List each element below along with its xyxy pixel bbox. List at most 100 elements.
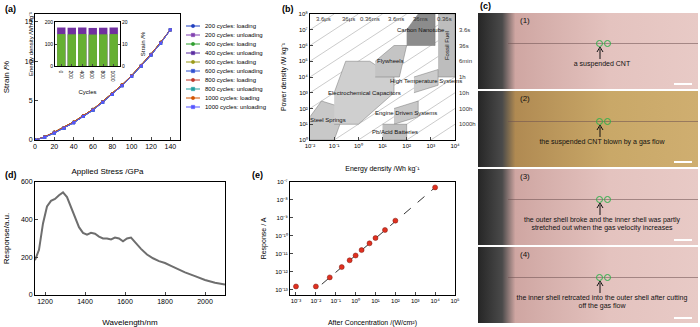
svg-text:10⁰: 10⁰	[354, 142, 363, 149]
svg-text:3.6μs: 3.6μs	[316, 16, 331, 22]
svg-text:Engine Driven Systems: Engine Driven Systems	[375, 110, 437, 116]
svg-text:10⁻¹³: 10⁻¹³	[275, 287, 288, 293]
svg-text:10⁻²: 10⁻²	[311, 298, 322, 304]
svg-text:10⁻¹: 10⁻¹	[330, 298, 341, 304]
svg-text:1h: 1h	[459, 74, 466, 80]
svg-text:140: 140	[164, 143, 176, 150]
svg-text:10³: 10³	[426, 143, 435, 149]
svg-text:36s: 36s	[459, 43, 469, 49]
svg-text:1000 cycles: loading: 1000 cycles: loading	[205, 95, 259, 101]
svg-text:10h: 10h	[459, 90, 469, 96]
svg-text:(a): (a)	[5, 4, 16, 14]
svg-text:10⁵: 10⁵	[450, 298, 460, 304]
svg-text:Carbon Nanotube: Carbon Nanotube	[397, 27, 445, 33]
svg-text:600 cycles: loading: 600 cycles: loading	[205, 59, 256, 65]
svg-text:200 cycles: unloading: 200 cycles: unloading	[205, 32, 263, 38]
svg-text:6min: 6min	[459, 58, 472, 64]
svg-text:3.6ms: 3.6ms	[388, 16, 404, 22]
svg-text:10⁻⁹: 10⁻⁹	[277, 215, 289, 221]
svg-text:Strain /%: Strain /%	[2, 61, 11, 93]
svg-text:10: 10	[25, 58, 33, 65]
svg-text:Flywheels: Flywheels	[377, 58, 404, 64]
svg-text:(e): (e)	[252, 170, 263, 180]
svg-text:10⁴: 10⁴	[430, 298, 440, 304]
svg-text:0: 0	[58, 71, 64, 74]
svg-text:1200: 1200	[37, 298, 53, 305]
svg-text:20: 20	[122, 19, 128, 25]
svg-text:(b): (b)	[282, 4, 294, 14]
svg-text:10: 10	[122, 41, 128, 47]
svg-text:200: 200	[68, 71, 74, 80]
svg-text:80: 80	[108, 143, 116, 150]
svg-text:100: 100	[45, 41, 54, 47]
svg-text:10⁷: 10⁷	[299, 27, 308, 33]
svg-text:10³: 10³	[411, 298, 420, 304]
svg-text:10⁻²: 10⁻²	[305, 143, 316, 149]
svg-text:600: 600	[21, 178, 33, 185]
svg-text:10⁻³: 10⁻³	[291, 298, 302, 304]
svg-text:10⁻⁷: 10⁻⁷	[277, 179, 288, 185]
svg-text:800 cycles: loading: 800 cycles: loading	[205, 77, 256, 83]
svg-text:0.36s: 0.36s	[437, 16, 452, 22]
svg-text:Strain /%: Strain /%	[140, 31, 146, 56]
svg-text:0: 0	[122, 63, 125, 69]
svg-text:(d): (d)	[5, 170, 17, 180]
svg-text:60: 60	[89, 143, 97, 150]
svg-text:0: 0	[33, 143, 37, 150]
svg-text:10⁰: 10⁰	[351, 297, 360, 304]
svg-text:10⁻⁸: 10⁻⁸	[277, 197, 289, 203]
svg-text:200 cycles: loading: 200 cycles: loading	[205, 23, 256, 29]
svg-text:Wavelength/nm: Wavelength/nm	[102, 318, 158, 327]
svg-text:15: 15	[25, 18, 33, 25]
svg-text:Steel Springs: Steel Springs	[310, 117, 346, 123]
svg-text:36ms: 36ms	[413, 16, 428, 22]
svg-text:20: 20	[50, 143, 58, 150]
svg-text:100: 100	[126, 143, 138, 150]
svg-text:1600: 1600	[117, 298, 133, 305]
svg-text:Energy density /Wh kg⁻¹: Energy density /Wh kg⁻¹	[28, 12, 34, 76]
svg-text:10⁵: 10⁵	[299, 58, 309, 64]
svg-text:0: 0	[29, 291, 33, 298]
svg-text:200: 200	[45, 19, 54, 25]
svg-text:800 cycles: unloading: 800 cycles: unloading	[205, 86, 263, 92]
svg-text:40: 40	[70, 143, 78, 150]
svg-text:5: 5	[29, 97, 33, 104]
svg-text:10⁶: 10⁶	[299, 43, 309, 49]
svg-text:10⁻¹¹: 10⁻¹¹	[275, 251, 288, 257]
svg-text:After Concentration /(W/cm²): After Concentration /(W/cm²)	[328, 319, 417, 327]
svg-text:10⁴: 10⁴	[299, 74, 309, 80]
svg-text:10¹: 10¹	[371, 298, 380, 304]
svg-text:Power density /W kg⁻¹: Power density /W kg⁻¹	[280, 42, 288, 111]
svg-text:1000: 1000	[110, 71, 116, 82]
svg-text:Applied Stress /GPa: Applied Stress /GPa	[71, 167, 144, 176]
svg-text:10⁻¹: 10⁻¹	[329, 143, 340, 149]
svg-text:600 cycles: unloading: 600 cycles: unloading	[205, 68, 263, 74]
svg-text:10¹: 10¹	[378, 143, 387, 149]
svg-text:1800: 1800	[157, 298, 173, 305]
svg-text:800: 800	[100, 71, 106, 80]
svg-text:10⁸: 10⁸	[299, 11, 309, 17]
svg-text:0.36ms: 0.36ms	[360, 16, 380, 22]
svg-text:400 cycles: unloading: 400 cycles: unloading	[205, 50, 263, 56]
svg-text:400: 400	[21, 216, 33, 223]
svg-text:36μs: 36μs	[342, 16, 355, 22]
svg-text:Cycles: Cycles	[78, 89, 96, 95]
svg-text:100h: 100h	[459, 106, 472, 112]
svg-text:Energy density /Wh kg⁻¹: Energy density /Wh kg⁻¹	[345, 165, 420, 173]
svg-text:10⁴: 10⁴	[450, 143, 460, 149]
svg-text:10²: 10²	[391, 298, 400, 304]
svg-text:0: 0	[29, 136, 33, 143]
svg-text:600: 600	[89, 71, 95, 80]
svg-text:1000h: 1000h	[459, 121, 476, 127]
svg-text:10⁰: 10⁰	[299, 136, 308, 143]
svg-text:10⁻¹⁰: 10⁻¹⁰	[275, 232, 288, 239]
svg-text:10²: 10²	[402, 143, 411, 149]
svg-text:200: 200	[21, 254, 33, 261]
svg-text:2000: 2000	[197, 298, 213, 305]
svg-text:10³: 10³	[299, 90, 308, 96]
svg-text:1400: 1400	[77, 298, 93, 305]
svg-text:10⁻¹²: 10⁻¹²	[275, 269, 288, 275]
svg-text:400: 400	[79, 71, 85, 80]
svg-text:Pb/Acid Batteries: Pb/Acid Batteries	[372, 129, 418, 135]
svg-text:10¹: 10¹	[299, 121, 308, 127]
